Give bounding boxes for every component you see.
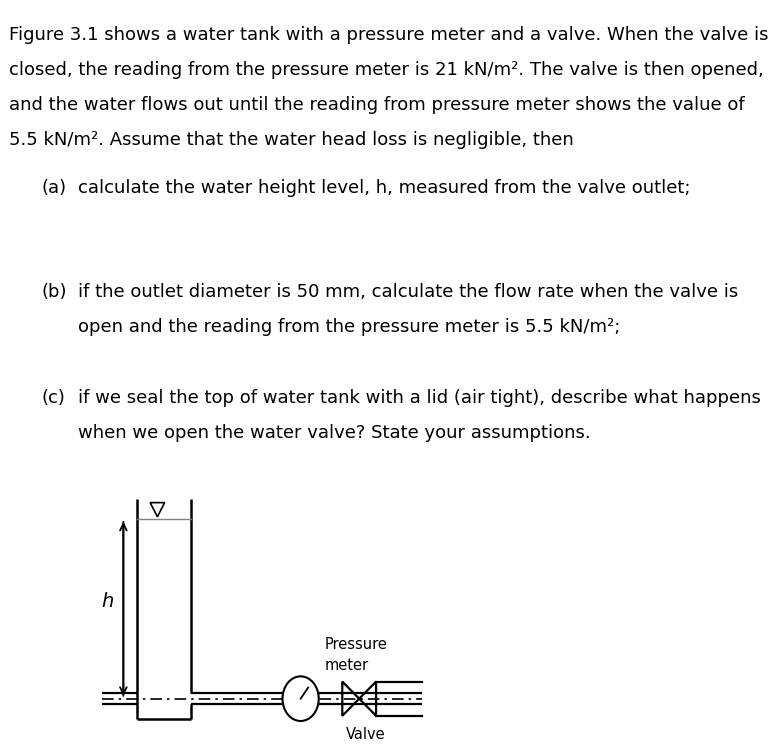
Text: when we open the water valve? State your assumptions.: when we open the water valve? State your… (79, 424, 591, 442)
Text: if the outlet diameter is 50 mm, calculate the flow rate when the valve is: if the outlet diameter is 50 mm, calcula… (79, 283, 739, 301)
Circle shape (282, 677, 318, 721)
Text: and the water flows out until the reading from pressure meter shows the value of: and the water flows out until the readin… (9, 96, 744, 114)
Text: Figure 3.1 shows a water tank with a pressure meter and a valve. When the valve : Figure 3.1 shows a water tank with a pre… (9, 26, 768, 44)
Text: (c): (c) (41, 389, 65, 407)
Text: calculate the water height level, h, measured from the valve outlet;: calculate the water height level, h, mea… (79, 179, 691, 197)
Text: closed, the reading from the pressure meter is 21 kN/m². The valve is then opene: closed, the reading from the pressure me… (9, 61, 764, 79)
Text: Pressure
meter: Pressure meter (325, 637, 387, 674)
Text: (a): (a) (41, 179, 66, 197)
Text: (b): (b) (41, 283, 66, 301)
Text: if we seal the top of water tank with a lid (air tight), describe what happens: if we seal the top of water tank with a … (79, 389, 761, 407)
Text: open and the reading from the pressure meter is 5.5 kN/m²;: open and the reading from the pressure m… (79, 318, 621, 336)
Text: Valve: Valve (346, 727, 385, 742)
Text: 5.5 kN/m². Assume that the water head loss is negligible, then: 5.5 kN/m². Assume that the water head lo… (9, 131, 574, 149)
Text: h: h (101, 592, 114, 611)
